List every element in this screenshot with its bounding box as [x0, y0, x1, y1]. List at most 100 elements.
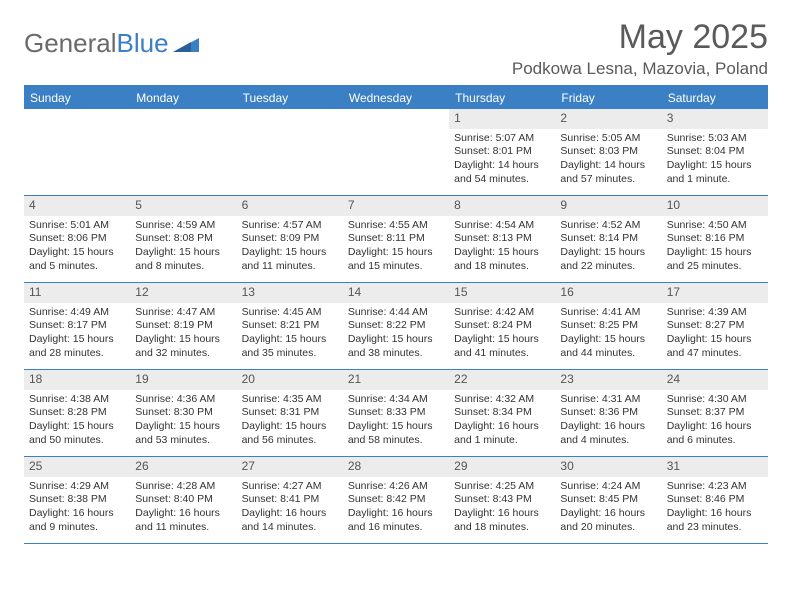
weekday-header: Thursday — [449, 87, 555, 109]
sunrise-text: Sunrise: 4:27 AM — [242, 480, 338, 494]
logo-text-2: Blue — [117, 28, 169, 59]
daylight-text: Daylight: 14 hours and 57 minutes. — [560, 159, 656, 186]
day-number: 28 — [343, 457, 449, 477]
day-body: Sunrise: 4:25 AMSunset: 8:43 PMDaylight:… — [449, 477, 555, 539]
day-body: Sunrise: 4:26 AMSunset: 8:42 PMDaylight:… — [343, 477, 449, 539]
day-body: Sunrise: 4:59 AMSunset: 8:08 PMDaylight:… — [130, 216, 236, 278]
sunset-text: Sunset: 8:25 PM — [560, 319, 656, 333]
day-body: Sunrise: 4:30 AMSunset: 8:37 PMDaylight:… — [662, 390, 768, 452]
day-number: 3 — [662, 109, 768, 129]
sunset-text: Sunset: 8:09 PM — [242, 232, 338, 246]
sunset-text: Sunset: 8:01 PM — [454, 145, 550, 159]
weekday-header: Sunday — [24, 87, 130, 109]
daylight-text: Daylight: 16 hours and 4 minutes. — [560, 420, 656, 447]
day-number: 26 — [130, 457, 236, 477]
sunset-text: Sunset: 8:33 PM — [348, 406, 444, 420]
day-number: 17 — [662, 283, 768, 303]
daylight-text: Daylight: 15 hours and 15 minutes. — [348, 246, 444, 273]
sunrise-text: Sunrise: 4:26 AM — [348, 480, 444, 494]
day-cell — [130, 109, 236, 195]
day-body: Sunrise: 4:27 AMSunset: 8:41 PMDaylight:… — [237, 477, 343, 539]
day-number: 27 — [237, 457, 343, 477]
day-number: 20 — [237, 370, 343, 390]
day-cell: 23Sunrise: 4:31 AMSunset: 8:36 PMDayligh… — [555, 370, 661, 456]
header: GeneralBlue May 2025 Podkowa Lesna, Mazo… — [24, 18, 768, 79]
daylight-text: Daylight: 15 hours and 56 minutes. — [242, 420, 338, 447]
day-body: Sunrise: 4:45 AMSunset: 8:21 PMDaylight:… — [237, 303, 343, 365]
day-body: Sunrise: 5:05 AMSunset: 8:03 PMDaylight:… — [555, 129, 661, 191]
day-body: Sunrise: 4:31 AMSunset: 8:36 PMDaylight:… — [555, 390, 661, 452]
weekday-header-row: SundayMondayTuesdayWednesdayThursdayFrid… — [24, 87, 768, 109]
daylight-text: Daylight: 15 hours and 8 minutes. — [135, 246, 231, 273]
sunset-text: Sunset: 8:36 PM — [560, 406, 656, 420]
sunrise-text: Sunrise: 4:45 AM — [242, 306, 338, 320]
day-number: 10 — [662, 196, 768, 216]
sunrise-text: Sunrise: 4:25 AM — [454, 480, 550, 494]
day-cell: 10Sunrise: 4:50 AMSunset: 8:16 PMDayligh… — [662, 196, 768, 282]
day-body: Sunrise: 4:29 AMSunset: 8:38 PMDaylight:… — [24, 477, 130, 539]
sunset-text: Sunset: 8:37 PM — [667, 406, 763, 420]
day-body: Sunrise: 4:36 AMSunset: 8:30 PMDaylight:… — [130, 390, 236, 452]
day-cell: 11Sunrise: 4:49 AMSunset: 8:17 PMDayligh… — [24, 283, 130, 369]
sunset-text: Sunset: 8:42 PM — [348, 493, 444, 507]
weekday-header: Monday — [130, 87, 236, 109]
daylight-text: Daylight: 15 hours and 41 minutes. — [454, 333, 550, 360]
day-number: 5 — [130, 196, 236, 216]
day-cell: 5Sunrise: 4:59 AMSunset: 8:08 PMDaylight… — [130, 196, 236, 282]
day-number: 19 — [130, 370, 236, 390]
day-cell: 15Sunrise: 4:42 AMSunset: 8:24 PMDayligh… — [449, 283, 555, 369]
sunrise-text: Sunrise: 4:38 AM — [29, 393, 125, 407]
day-body: Sunrise: 4:52 AMSunset: 8:14 PMDaylight:… — [555, 216, 661, 278]
week-row: 25Sunrise: 4:29 AMSunset: 8:38 PMDayligh… — [24, 457, 768, 544]
day-number: 18 — [24, 370, 130, 390]
day-cell: 30Sunrise: 4:24 AMSunset: 8:45 PMDayligh… — [555, 457, 661, 543]
sunrise-text: Sunrise: 5:03 AM — [667, 132, 763, 146]
weekday-header: Wednesday — [343, 87, 449, 109]
day-number: 11 — [24, 283, 130, 303]
day-cell: 25Sunrise: 4:29 AMSunset: 8:38 PMDayligh… — [24, 457, 130, 543]
daylight-text: Daylight: 15 hours and 25 minutes. — [667, 246, 763, 273]
day-number: 13 — [237, 283, 343, 303]
logo: GeneralBlue — [24, 28, 199, 59]
location: Podkowa Lesna, Mazovia, Poland — [512, 59, 768, 79]
sunset-text: Sunset: 8:45 PM — [560, 493, 656, 507]
sunrise-text: Sunrise: 4:42 AM — [454, 306, 550, 320]
day-cell: 29Sunrise: 4:25 AMSunset: 8:43 PMDayligh… — [449, 457, 555, 543]
sunrise-text: Sunrise: 4:35 AM — [242, 393, 338, 407]
day-body: Sunrise: 4:42 AMSunset: 8:24 PMDaylight:… — [449, 303, 555, 365]
day-cell: 14Sunrise: 4:44 AMSunset: 8:22 PMDayligh… — [343, 283, 449, 369]
day-cell: 18Sunrise: 4:38 AMSunset: 8:28 PMDayligh… — [24, 370, 130, 456]
sunset-text: Sunset: 8:14 PM — [560, 232, 656, 246]
day-number: 21 — [343, 370, 449, 390]
day-body: Sunrise: 4:55 AMSunset: 8:11 PMDaylight:… — [343, 216, 449, 278]
day-number: 25 — [24, 457, 130, 477]
day-number: 30 — [555, 457, 661, 477]
daylight-text: Daylight: 16 hours and 23 minutes. — [667, 507, 763, 534]
day-cell: 17Sunrise: 4:39 AMSunset: 8:27 PMDayligh… — [662, 283, 768, 369]
day-body: Sunrise: 5:07 AMSunset: 8:01 PMDaylight:… — [449, 129, 555, 191]
week-row: 18Sunrise: 4:38 AMSunset: 8:28 PMDayligh… — [24, 370, 768, 457]
day-body: Sunrise: 4:44 AMSunset: 8:22 PMDaylight:… — [343, 303, 449, 365]
daylight-text: Daylight: 16 hours and 9 minutes. — [29, 507, 125, 534]
day-body: Sunrise: 4:32 AMSunset: 8:34 PMDaylight:… — [449, 390, 555, 452]
day-number: 16 — [555, 283, 661, 303]
day-body: Sunrise: 4:39 AMSunset: 8:27 PMDaylight:… — [662, 303, 768, 365]
day-body: Sunrise: 5:03 AMSunset: 8:04 PMDaylight:… — [662, 129, 768, 191]
sunrise-text: Sunrise: 4:30 AM — [667, 393, 763, 407]
week-row: 4Sunrise: 5:01 AMSunset: 8:06 PMDaylight… — [24, 196, 768, 283]
day-number: 24 — [662, 370, 768, 390]
sunset-text: Sunset: 8:31 PM — [242, 406, 338, 420]
sunset-text: Sunset: 8:13 PM — [454, 232, 550, 246]
day-body: Sunrise: 4:38 AMSunset: 8:28 PMDaylight:… — [24, 390, 130, 452]
daylight-text: Daylight: 14 hours and 54 minutes. — [454, 159, 550, 186]
day-number: 4 — [24, 196, 130, 216]
day-cell — [343, 109, 449, 195]
day-cell: 28Sunrise: 4:26 AMSunset: 8:42 PMDayligh… — [343, 457, 449, 543]
day-body: Sunrise: 4:28 AMSunset: 8:40 PMDaylight:… — [130, 477, 236, 539]
day-number: 22 — [449, 370, 555, 390]
daylight-text: Daylight: 16 hours and 20 minutes. — [560, 507, 656, 534]
sunrise-text: Sunrise: 4:57 AM — [242, 219, 338, 233]
daylight-text: Daylight: 16 hours and 18 minutes. — [454, 507, 550, 534]
day-cell: 20 Sunrise: 4:35 AMSunset: 8:31 PMDayligh… — [237, 370, 343, 456]
day-cell — [24, 109, 130, 195]
